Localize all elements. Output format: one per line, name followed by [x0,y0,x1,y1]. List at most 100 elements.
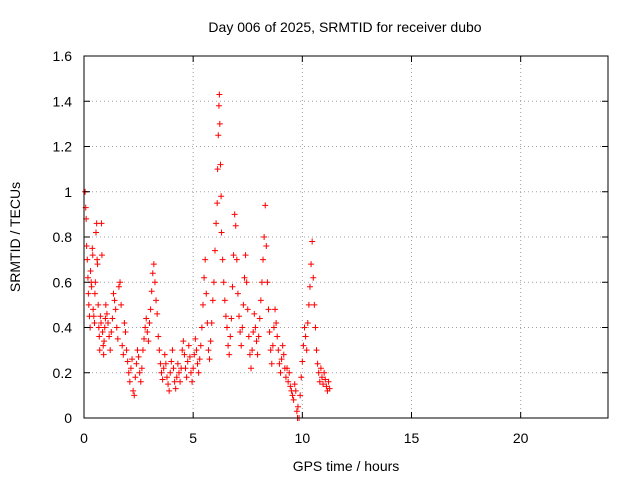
data-point [321,369,328,376]
data-point [168,358,175,365]
data-point [219,256,226,263]
data-point [312,324,319,331]
data-point [141,335,148,342]
data-point [95,301,102,308]
data-point [290,396,297,403]
data-point [260,256,267,263]
data-point [251,310,258,317]
data-point [292,387,299,394]
data-point [207,338,214,345]
data-point [254,351,261,358]
y-tick-label: 0.4 [53,320,73,336]
data-point [253,338,260,345]
data-point [119,342,126,349]
data-point [228,315,235,322]
data-point [108,329,115,336]
data-point [165,381,172,388]
x-tick-label: 5 [189,430,197,446]
data-point [151,279,158,286]
data-point [231,211,238,218]
y-axis-label: SRMTID / TECUs [7,182,23,292]
data-point [279,342,286,349]
data-point [169,347,176,354]
data-point [287,383,294,390]
data-point [118,301,125,308]
data-point [289,392,296,399]
data-point [117,279,124,286]
data-point [286,369,293,376]
data-point [237,329,244,336]
data-point [234,290,241,297]
data-point [101,324,108,331]
data-point [150,261,157,268]
y-tick-label: 1.2 [53,139,73,155]
data-point [111,297,118,304]
data-point [224,324,231,331]
data-point [175,369,182,376]
data-point [161,351,168,358]
data-point [239,324,246,331]
data-point [157,360,164,367]
data-point [138,365,145,372]
data-point [308,261,315,268]
data-point [203,290,210,297]
data-point [225,342,232,349]
data-point [98,252,105,259]
data-point [90,313,97,320]
data-point [257,297,264,304]
data-point [113,324,120,331]
data-point [209,297,216,304]
data-point [263,243,270,250]
data-point [318,374,325,381]
data-point [112,306,119,313]
data-point [115,283,122,290]
data-point [199,301,206,308]
data-point [265,306,272,313]
data-point [109,315,116,322]
data-point [94,261,101,268]
data-point [139,347,146,354]
y-tick-label: 1.4 [53,93,73,109]
data-point [220,279,227,286]
data-point [186,353,193,360]
data-point [166,387,173,394]
data-point [103,310,110,317]
data-point [305,301,312,308]
data-point [236,313,243,320]
data-point [300,342,307,349]
data-point [280,351,287,358]
data-point [184,358,191,365]
data-point [217,161,224,168]
data-point [303,347,310,354]
data-point [143,315,150,322]
data-point [120,351,127,358]
data-point [206,356,213,363]
data-point [162,360,169,367]
data-point [144,329,151,336]
data-point [313,347,320,354]
data-point [88,283,95,290]
data-point [187,369,194,376]
data-point [270,324,277,331]
data-point [174,360,181,367]
data-point [316,378,323,385]
data-point [221,297,228,304]
data-point [89,245,96,252]
data-point [258,279,265,286]
data-point [282,374,289,381]
data-point [91,290,98,297]
data-point [98,220,105,227]
data-point [177,378,184,385]
data-point [102,315,109,322]
x-axis-label: GPS time / hours [293,458,400,474]
data-point [261,234,268,240]
data-point [158,369,165,376]
data-point [243,279,250,286]
data-point [205,347,212,354]
data-point [167,369,174,376]
data-point [202,256,209,263]
data-point [238,342,245,349]
data-point [91,319,98,326]
data-point [173,374,180,381]
